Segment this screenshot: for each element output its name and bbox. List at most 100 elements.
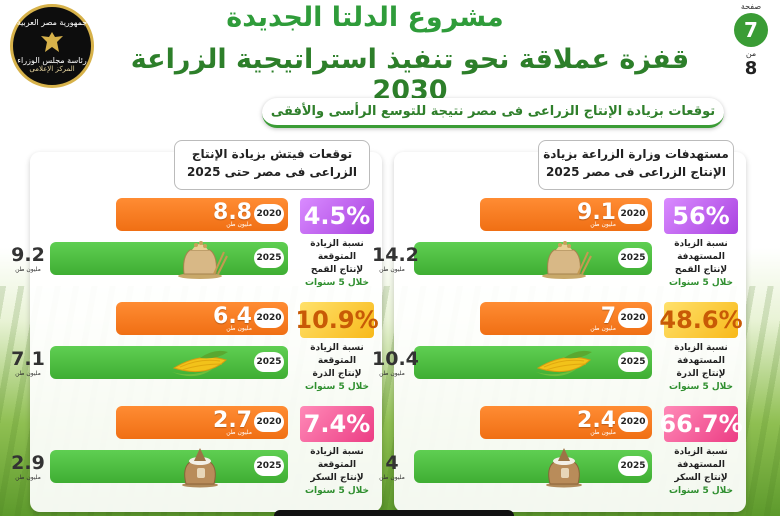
increase-description: نسبة الزيادة المتوقعة لإنتاج السكر خلال …: [300, 446, 374, 498]
value-2020: 2.7: [213, 408, 252, 433]
year-2020-badge: 2020: [618, 308, 648, 328]
increase-description: نسبة الزيادة المستهدفة لإنتاج القمح خلال…: [664, 238, 738, 290]
unit-2020: مليون طن: [226, 429, 252, 436]
unit-2025: مليون طن: [15, 370, 41, 377]
desc-line: لإنتاج القمح: [310, 265, 364, 276]
of-label: من: [745, 49, 757, 58]
panel-ministry-targets: مستهدفات وزارة الزراعة بزيادة الإنتاج ال…: [372, 140, 746, 512]
bar-2025: 2025: [50, 346, 288, 379]
unit-2025: مليون طن: [15, 474, 41, 481]
panel-title-line1: توقعات فيتش بزيادة الإنتاج: [191, 147, 353, 161]
value-2025: 4: [385, 452, 399, 474]
current-page: 7: [734, 13, 768, 47]
increase-percent-badge: 10.9%: [295, 302, 379, 338]
year-2020-badge: 2020: [618, 204, 648, 224]
bar-2020: 2.4 مليون طن 2020: [480, 406, 652, 439]
sugar-sack-icon: [534, 442, 594, 488]
desc-line: لإنتاج الذرة: [312, 369, 362, 380]
value-2025-label: 10.4 مليون طن: [372, 348, 419, 377]
corn-icon: [534, 338, 594, 384]
crop-row-wheat: 8.8 مليون طن 2020 2025 9.2 مليون طن 4.5%…: [11, 198, 382, 294]
increase-description: نسبة الزيادة المستهدفة لإنتاج الذرة خلال…: [664, 342, 738, 394]
footer-strip: [274, 510, 514, 516]
desc-line: نسبة الزيادة: [310, 447, 364, 457]
unit-2025: مليون طن: [379, 474, 405, 481]
desc-line: لإنتاج السكر: [310, 473, 364, 484]
unit-2020: مليون طن: [590, 325, 616, 332]
year-2025-badge: 2025: [618, 248, 648, 268]
desc-line: نسبة الزيادة: [310, 239, 364, 249]
desc-line: نسبة الزيادة: [674, 447, 728, 457]
panel-title: مستهدفات وزارة الزراعة بزيادة الإنتاج ال…: [538, 140, 734, 190]
value-2025-label: 2.9 مليون طن: [8, 452, 48, 481]
wheat-sack-icon: [534, 234, 594, 280]
desc-line: لإنتاج السكر: [674, 473, 728, 484]
bar-2020: 9.1 مليون طن 2020: [480, 198, 652, 231]
desc-line: خلال 5 سنوات: [669, 382, 733, 393]
unit-2020: مليون طن: [226, 325, 252, 332]
increase-percent-badge: 4.5%: [300, 198, 374, 234]
value-2025: 2.9: [11, 452, 45, 474]
corn-icon: [170, 338, 230, 384]
bar-2025: 2025: [414, 242, 652, 275]
desc-line: المتوقعة: [317, 460, 357, 471]
desc-line: لإنتاج الذرة: [676, 369, 726, 380]
value-2025-label: 14.2 مليون طن: [372, 244, 419, 273]
sub-title: قفزة عملاقة نحو تنفيذ استراتيجية الزراعة…: [130, 44, 690, 106]
desc-line: المستهدفة: [677, 252, 725, 263]
year-2025-badge: 2025: [618, 456, 648, 476]
unit-2020: مليون طن: [590, 429, 616, 436]
value-2025: 9.2: [11, 244, 45, 266]
logo-line-cabinet: رئاسة مجلس الوزراء: [17, 55, 87, 65]
year-2025-badge: 2025: [254, 456, 284, 476]
desc-line: المتوقعة: [317, 356, 357, 367]
value-2020: 9.1: [577, 200, 616, 225]
panel-title: توقعات فيتش بزيادة الإنتاج الزراعى فى مص…: [174, 140, 370, 190]
unit-2020: مليون طن: [226, 221, 252, 228]
desc-line: خلال 5 سنوات: [669, 486, 733, 497]
value-2020: 6.4: [213, 304, 252, 329]
bar-2025: 2025: [50, 242, 288, 275]
page-indicator: صفحة 7 من 8: [728, 2, 774, 94]
desc-line: خلال 5 سنوات: [305, 382, 369, 393]
increase-description: نسبة الزيادة المتوقعة لإنتاج القمح خلال …: [300, 238, 374, 290]
year-2025-badge: 2025: [618, 352, 648, 372]
desc-line: نسبة الزيادة: [674, 239, 728, 249]
year-2020-badge: 2020: [254, 308, 284, 328]
year-2020-badge: 2020: [618, 412, 648, 432]
bar-2025: 2025: [50, 450, 288, 483]
increase-percent-badge: 56%: [664, 198, 738, 234]
increase-percent-badge: 48.6%: [659, 302, 743, 338]
value-2020: 8.8: [213, 200, 252, 225]
unit-2025: مليون طن: [379, 370, 405, 377]
bar-2020: 8.8 مليون طن 2020: [116, 198, 288, 231]
unit-2025: مليون طن: [15, 266, 41, 273]
logo-line-media-center: المركز الإعلامى: [29, 65, 75, 74]
panel-fitch-forecast: توقعات فيتش بزيادة الإنتاج الزراعى فى مص…: [11, 140, 382, 512]
value-2025-label: 7.1 مليون طن: [8, 348, 48, 377]
sugar-sack-icon: [170, 442, 230, 488]
year-2025-badge: 2025: [254, 352, 284, 372]
year-2020-badge: 2020: [254, 412, 284, 432]
panel-title-line2: الإنتاج الزراعى فى مصر 2025: [546, 165, 726, 179]
crop-row-corn: 6.4 مليون طن 2020 2025 7.1 مليون طن 10.9…: [11, 302, 382, 398]
crop-row-sugar: 2.4 مليون طن 2020 2025 4 مليون طن 66.7% …: [379, 406, 746, 502]
value-2025: 10.4: [372, 348, 419, 370]
bar-2020: 7 مليون طن 2020: [480, 302, 652, 335]
panel-title-line2: الزراعى فى مصر حتى 2025: [187, 165, 357, 179]
logo-line-country: جمهورية مصر العربية: [16, 18, 88, 28]
value-2025: 14.2: [372, 244, 419, 266]
section-banner: توقعات بزيادة الإنتاج الزراعى فى مصر نتي…: [262, 98, 724, 128]
total-pages: 8: [744, 58, 758, 79]
unit-2025: مليون طن: [379, 266, 405, 273]
increase-percent-badge: 66.7%: [659, 406, 743, 442]
desc-line: المستهدفة: [677, 356, 725, 367]
eagle-emblem-icon: [41, 31, 63, 52]
desc-line: خلال 5 سنوات: [669, 278, 733, 289]
desc-line: نسبة الزيادة: [674, 343, 728, 353]
unit-2020: مليون طن: [590, 221, 616, 228]
bar-2020: 6.4 مليون طن 2020: [116, 302, 288, 335]
value-2025-label: 4 مليون طن: [372, 452, 412, 481]
desc-line: المستهدفة: [677, 460, 725, 471]
desc-line: لإنتاج القمح: [674, 265, 728, 276]
